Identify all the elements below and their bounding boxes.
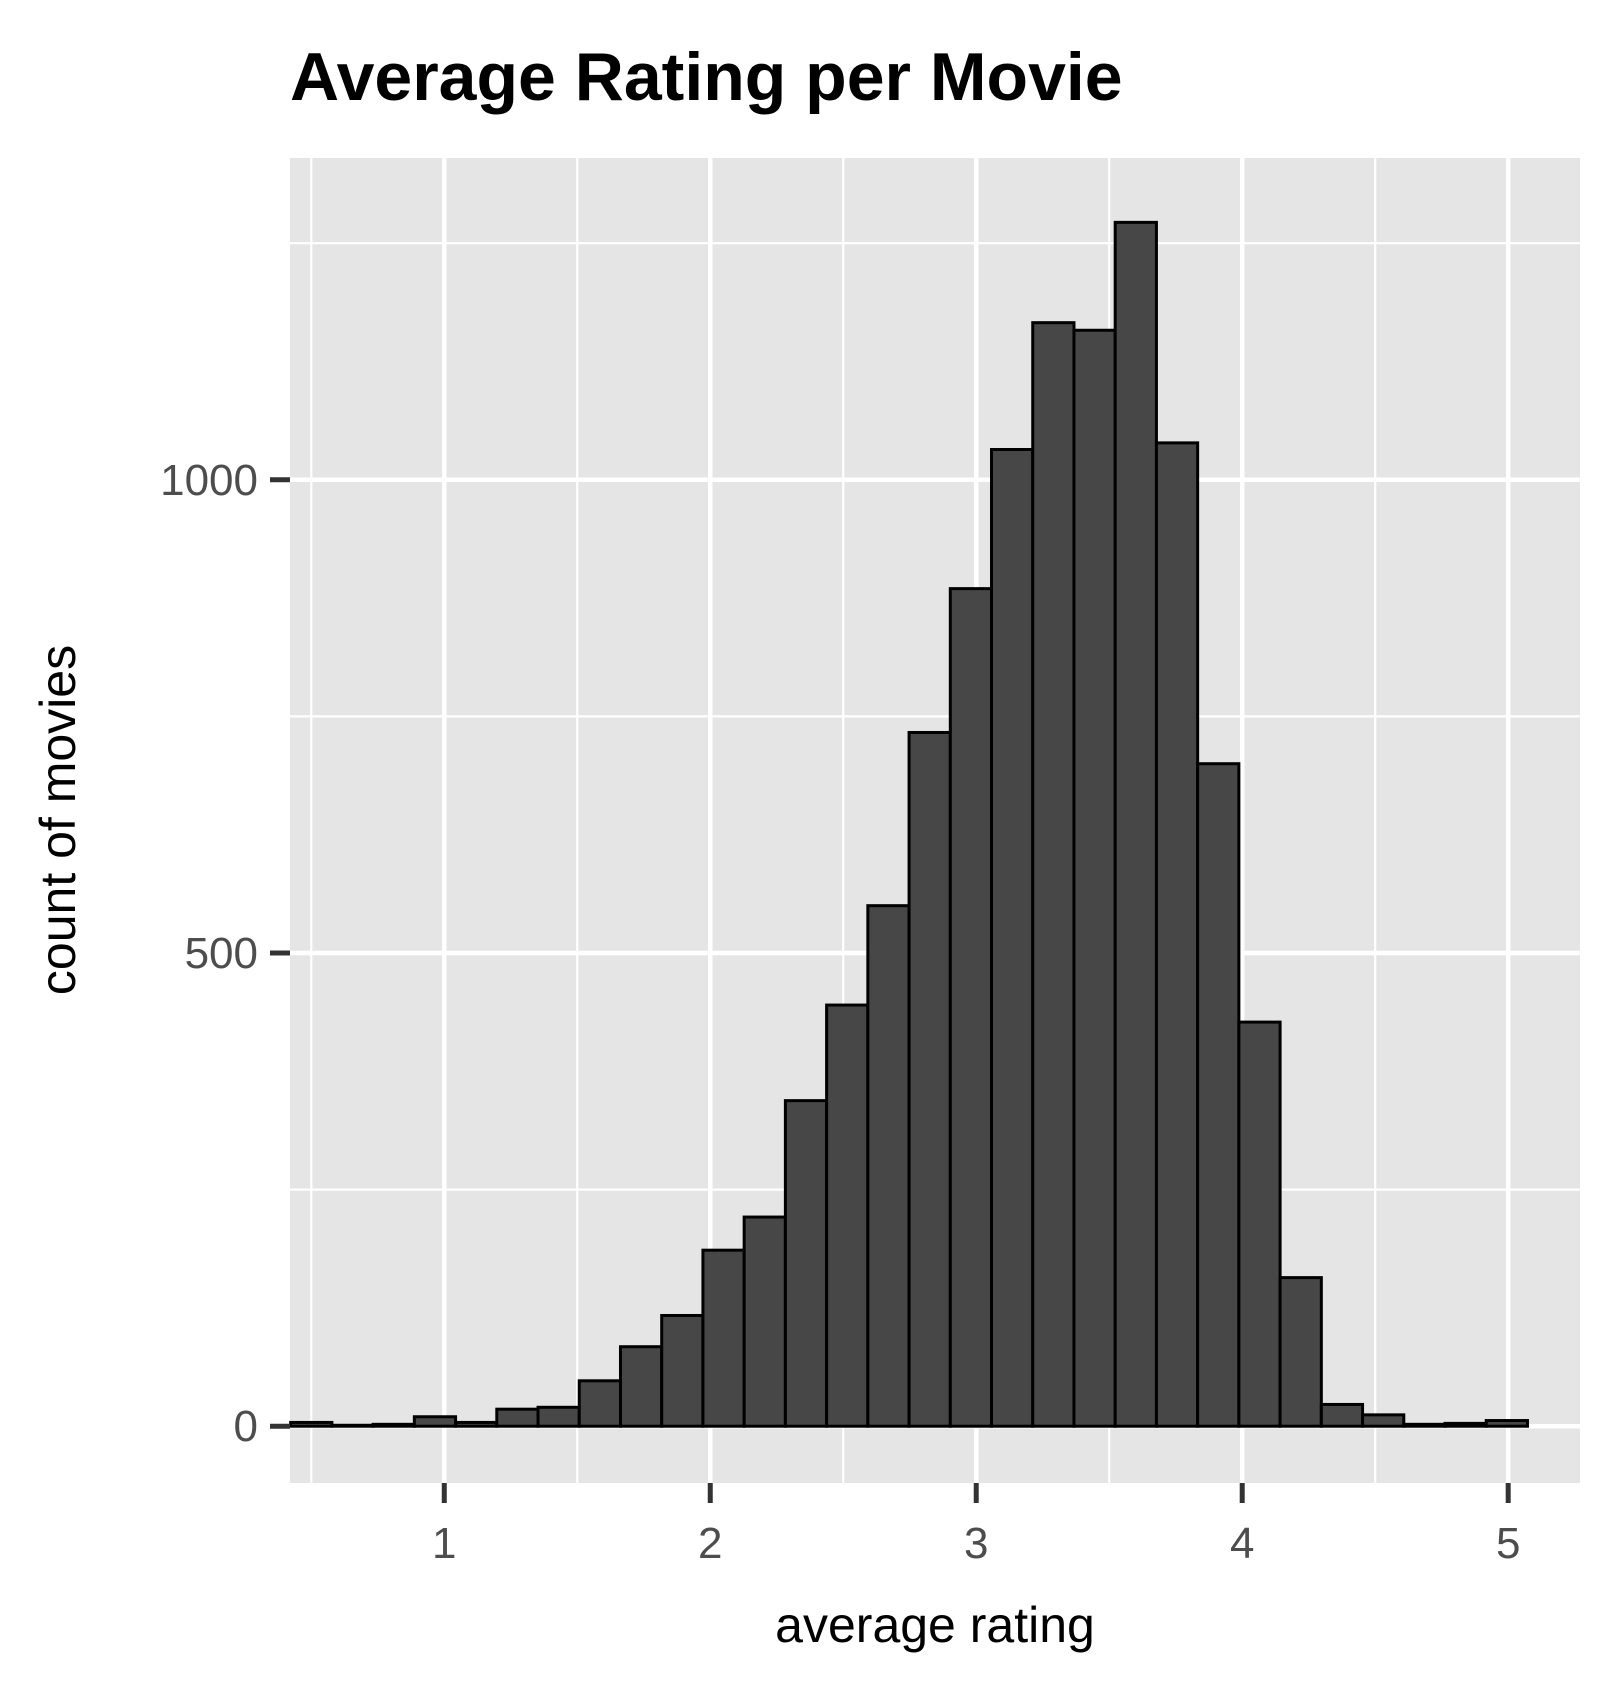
x-axis-title: average rating — [775, 1597, 1095, 1653]
histogram-bar — [1361, 1413, 1406, 1428]
x-tick-label: 2 — [698, 1519, 722, 1568]
histogram-bar — [412, 1415, 458, 1428]
histogram-bar — [742, 1215, 787, 1428]
histogram-bar — [1237, 1020, 1282, 1428]
x-tick-label: 5 — [1496, 1519, 1520, 1568]
y-axis: 0 500 1000 — [160, 456, 290, 1451]
histogram-bar — [1484, 1419, 1529, 1428]
y-axis-title: count of movies — [30, 645, 86, 995]
histogram-bar — [701, 1248, 746, 1428]
y-tick-label: 0 — [234, 1402, 258, 1451]
histogram-bar — [783, 1099, 829, 1428]
histogram-bar — [536, 1405, 581, 1428]
histogram-bar — [1113, 220, 1158, 1428]
histogram-bar — [289, 1420, 334, 1428]
histogram-bar — [660, 1313, 705, 1428]
histogram-bar — [825, 1003, 870, 1428]
x-tick-label: 3 — [964, 1519, 988, 1568]
histogram-bar — [907, 730, 952, 1428]
histogram-bar — [1072, 328, 1117, 1428]
histogram-bar — [1031, 321, 1076, 1428]
bars-group — [289, 220, 1529, 1428]
x-tick-label: 4 — [1230, 1519, 1254, 1568]
histogram-bar — [454, 1420, 499, 1428]
histogram-bar — [330, 1423, 375, 1428]
histogram-bar — [1278, 1276, 1323, 1428]
histogram-bar — [990, 448, 1035, 1428]
y-tick-label: 1000 — [160, 456, 258, 505]
histogram-bar — [371, 1422, 416, 1428]
histogram-bar — [1402, 1422, 1447, 1428]
histogram-bar — [1319, 1402, 1365, 1428]
histogram-bar — [495, 1407, 540, 1428]
x-tick-label: 1 — [432, 1519, 456, 1568]
histogram-bar — [1154, 441, 1200, 1428]
histogram-bar — [577, 1379, 622, 1428]
chart-title: Average Rating per Movie — [290, 39, 1123, 115]
histogram-bar — [618, 1345, 664, 1428]
histogram-bar — [866, 904, 911, 1428]
histogram-bar — [1196, 762, 1241, 1428]
histogram-bar — [948, 587, 994, 1428]
y-tick-label: 500 — [185, 929, 258, 978]
histogram-bar — [1443, 1421, 1488, 1428]
x-axis: 1 2 3 4 5 — [432, 1483, 1520, 1568]
